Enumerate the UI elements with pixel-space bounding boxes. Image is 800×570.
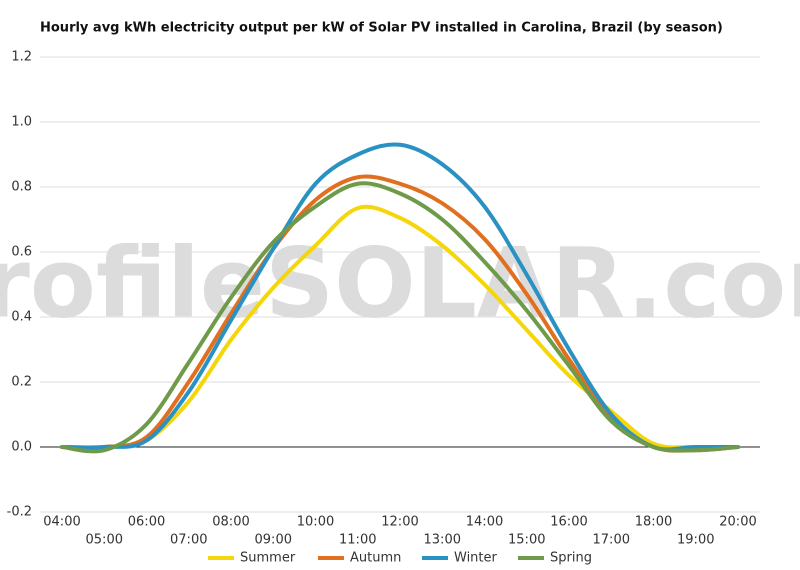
- x-tick-label: 04:00: [43, 515, 80, 530]
- x-tick-label: 11:00: [339, 533, 376, 548]
- x-tick-label: 17:00: [593, 533, 630, 548]
- x-tick-label: 20:00: [719, 515, 756, 530]
- y-tick-label: 1.2: [11, 50, 32, 65]
- y-tick-label: 0.6: [11, 245, 32, 260]
- x-tick-label: 13:00: [424, 533, 461, 548]
- series-line: [60, 142, 740, 452]
- x-tick-label: 09:00: [255, 533, 292, 548]
- x-tick-label: 07:00: [170, 533, 207, 548]
- x-tick-label: 18:00: [635, 515, 672, 530]
- chart-title: Hourly avg kWh electricity output per kW…: [40, 21, 723, 36]
- legend-label: Winter: [454, 551, 498, 566]
- x-tick-label: 14:00: [466, 515, 503, 530]
- x-tick-label: 12:00: [381, 515, 418, 530]
- series-line: [60, 204, 740, 450]
- y-tick-label: 0.8: [11, 180, 32, 195]
- y-tick-label: -0.2: [7, 505, 32, 520]
- legend-label: Summer: [240, 551, 296, 566]
- series-line: [60, 181, 740, 454]
- x-tick-label: 16:00: [550, 515, 587, 530]
- y-tick-label: 0.4: [11, 310, 32, 325]
- x-tick-label: 06:00: [128, 515, 165, 530]
- y-tick-label: 1.0: [11, 115, 32, 130]
- x-tick-label: 08:00: [212, 515, 249, 530]
- y-tick-label: 0.2: [11, 375, 32, 390]
- x-tick-label: 10:00: [297, 515, 334, 530]
- watermark: profileSOLAR.com: [0, 227, 800, 339]
- legend-label: Spring: [550, 551, 592, 566]
- x-tick-label: 15:00: [508, 533, 545, 548]
- x-tick-label: 05:00: [86, 533, 123, 548]
- legend-label: Autumn: [350, 551, 401, 566]
- x-tick-label: 19:00: [677, 533, 714, 548]
- y-tick-label: 0.0: [11, 440, 32, 455]
